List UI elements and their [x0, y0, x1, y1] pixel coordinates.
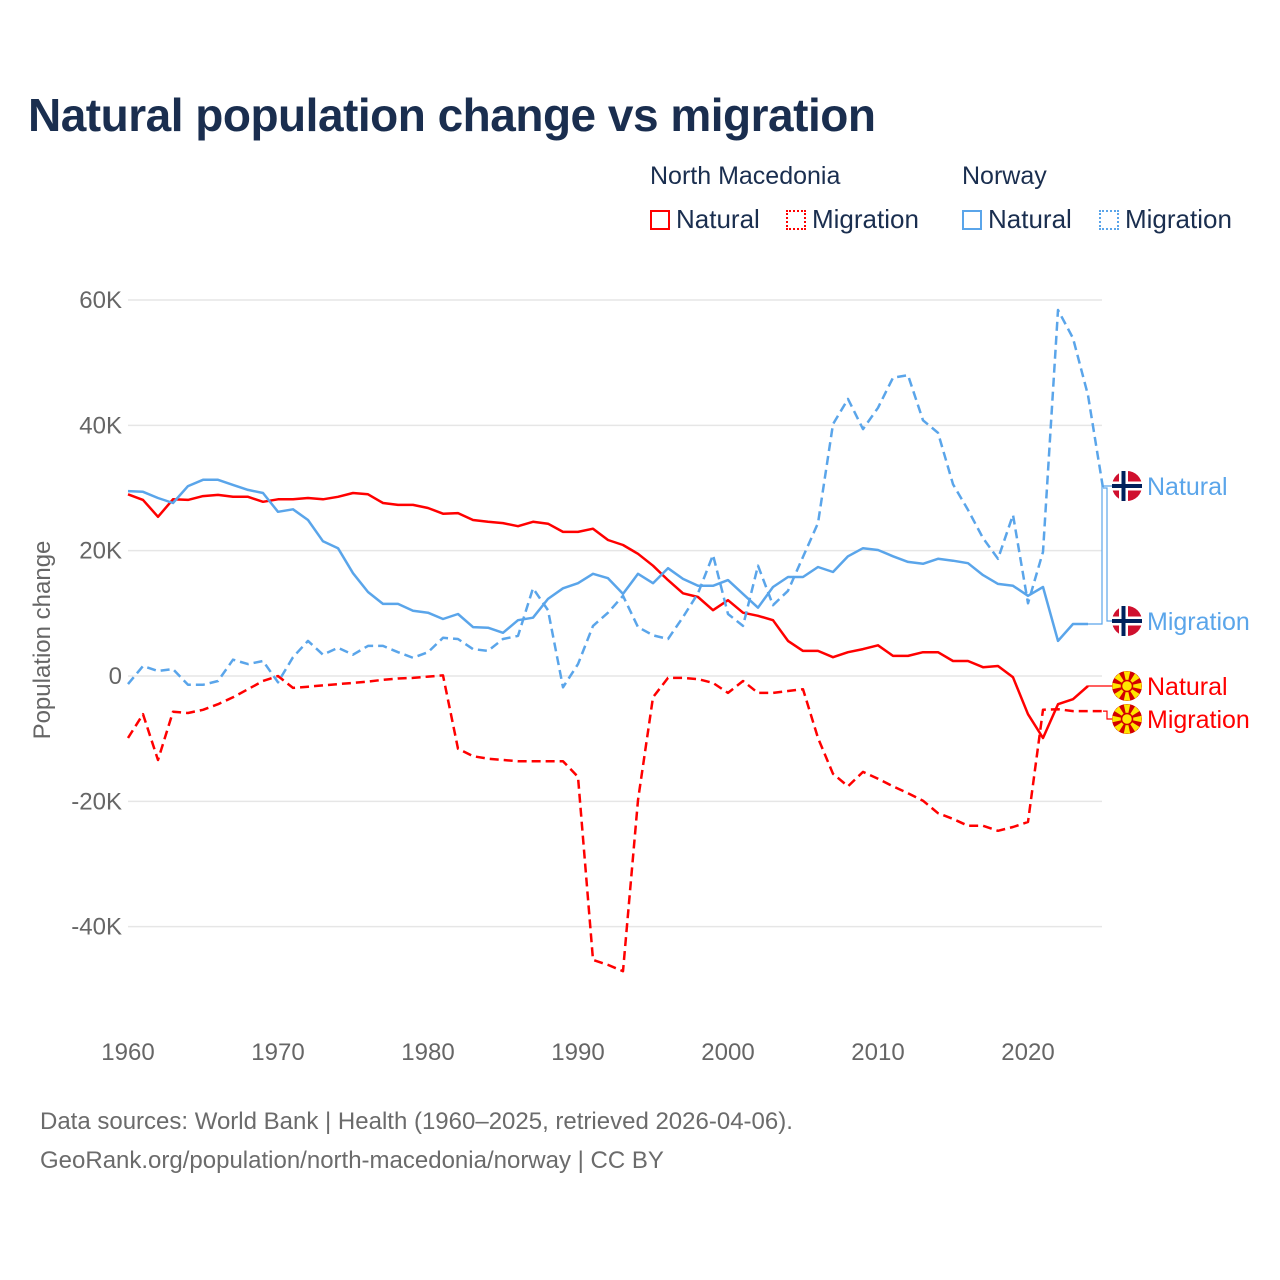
x-tick-label: 1990 — [551, 1039, 604, 1066]
end-label: Natural — [1147, 473, 1228, 501]
legend-group-norway: Norway — [962, 162, 1047, 190]
legend-group-north-macedonia: North Macedonia — [650, 162, 841, 190]
source-line-1: Data sources: World Bank | Health (1960–… — [40, 1108, 793, 1135]
y-tick-label: 0 — [109, 663, 122, 690]
x-tick-label: 2020 — [1001, 1039, 1054, 1066]
label-connector — [1103, 487, 1114, 622]
y-tick-label: 20K — [79, 538, 122, 565]
y-tick-label: 60K — [79, 287, 122, 314]
norway-flag-icon — [1112, 471, 1142, 501]
series-line-norway-migration[interactable] — [127, 308, 1105, 689]
legend-item-norway-natural[interactable]: Natural — [962, 204, 1072, 235]
end-label: Migration — [1147, 706, 1250, 734]
legend-item-north-macedonia-migration[interactable]: Migration — [786, 204, 919, 235]
x-tick-label: 2000 — [701, 1039, 754, 1066]
end-label: Migration — [1147, 608, 1250, 636]
legend-label: Natural — [988, 204, 1072, 234]
x-tick-label: 1980 — [401, 1039, 454, 1066]
series-line-north-macedonia-migration[interactable] — [126, 674, 1103, 973]
legend-swatch-dotted-red — [786, 209, 806, 230]
source-line-2[interactable]: GeoRank.org/population/north-macedonia/n… — [40, 1147, 664, 1174]
x-tick-label: 1960 — [101, 1039, 154, 1066]
x-tick-label: 1970 — [251, 1039, 304, 1066]
series-line-north-macedonia-natural[interactable] — [127, 491, 1089, 740]
legend-swatch-dotted-blue — [1099, 209, 1119, 230]
legend-label: Migration — [812, 204, 919, 234]
norway-flag-icon — [1112, 606, 1142, 636]
x-tick-label: 2010 — [851, 1039, 904, 1066]
end-label: Natural — [1147, 673, 1228, 701]
legend-label: Natural — [676, 204, 760, 234]
north-macedonia-flag-icon — [1112, 671, 1142, 701]
legend-item-norway-migration[interactable]: Migration — [1099, 204, 1232, 235]
y-tick-label: -40K — [71, 914, 122, 941]
y-tick-label: -20K — [71, 788, 122, 815]
series-line-norway-natural[interactable] — [127, 478, 1088, 643]
legend-item-north-macedonia-natural[interactable]: Natural — [650, 204, 760, 235]
y-tick-label: 40K — [79, 412, 122, 439]
legend-swatch-solid-blue — [962, 209, 982, 230]
label-connector — [1088, 485, 1114, 625]
label-connector — [1103, 710, 1114, 720]
north-macedonia-flag-icon — [1112, 704, 1142, 734]
y-axis-label: Population change — [29, 541, 56, 740]
chart-title: Natural population change vs migration — [28, 89, 876, 141]
legend-label: Migration — [1125, 204, 1232, 234]
legend-swatch-solid-red — [650, 209, 670, 230]
